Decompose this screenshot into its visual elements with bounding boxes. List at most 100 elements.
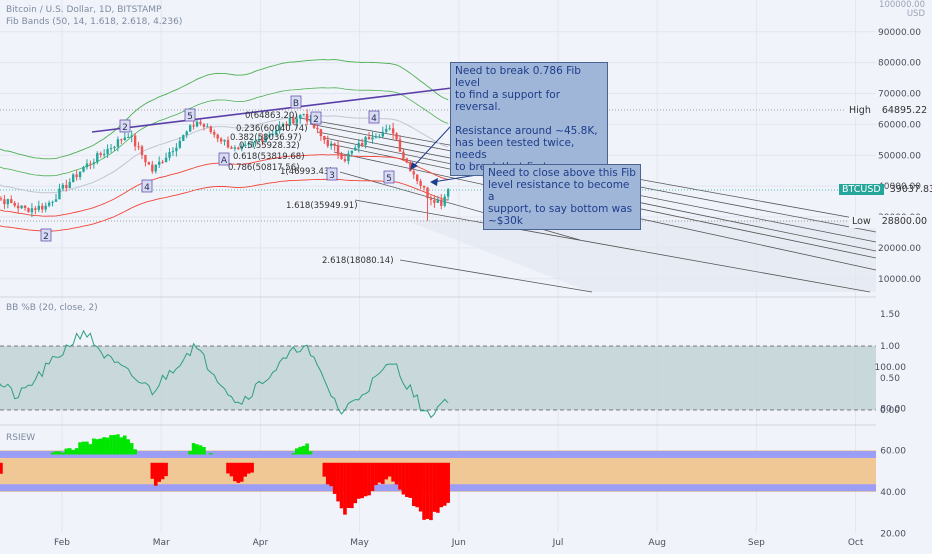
candle-body[interactable] <box>192 125 195 127</box>
candle-body[interactable] <box>164 157 168 163</box>
candle-body[interactable] <box>168 152 171 158</box>
candle-body[interactable] <box>326 140 329 146</box>
candle-body[interactable] <box>330 143 333 146</box>
candle-body[interactable] <box>446 189 450 197</box>
candle-body[interactable] <box>16 205 20 209</box>
candle-body[interactable] <box>206 126 209 128</box>
candle-body[interactable] <box>381 131 384 137</box>
candle-body[interactable] <box>257 139 261 141</box>
candle-body[interactable] <box>292 118 295 124</box>
candle-body[interactable] <box>34 208 37 210</box>
candle-body[interactable] <box>130 135 133 138</box>
candle-body[interactable] <box>264 137 268 142</box>
candle-body[interactable] <box>378 136 381 138</box>
candle-body[interactable] <box>82 167 85 172</box>
candle-body[interactable] <box>188 125 192 132</box>
rsi-pane[interactable] <box>0 434 876 521</box>
candle-body[interactable] <box>288 118 292 126</box>
candle-body[interactable] <box>219 138 223 142</box>
candle-body[interactable] <box>244 144 247 147</box>
candle-body[interactable] <box>6 199 10 205</box>
bb-percent-line[interactable] <box>0 329 449 419</box>
candle-body[interactable] <box>336 145 340 155</box>
candle-body[interactable] <box>161 161 164 163</box>
candle-body[interactable] <box>250 142 254 144</box>
candle-body[interactable] <box>385 128 388 132</box>
candle-body[interactable] <box>195 121 199 127</box>
candle-body[interactable] <box>402 151 405 159</box>
annotation-note-1[interactable]: Need to break 0.786 Fib level to find a … <box>450 62 608 176</box>
candle-body[interactable] <box>78 171 82 178</box>
candle-body[interactable] <box>350 150 354 154</box>
candle-body[interactable] <box>199 121 202 124</box>
annotation-note-2[interactable]: Need to close above this Fib level resis… <box>483 164 641 230</box>
candle-body[interactable] <box>120 139 123 141</box>
candle-body[interactable] <box>398 139 402 152</box>
candle-body[interactable] <box>68 182 71 189</box>
candle-body[interactable] <box>113 146 116 149</box>
candle-body[interactable] <box>213 131 216 135</box>
candle-body[interactable] <box>47 202 51 206</box>
candle-body[interactable] <box>429 198 433 200</box>
candle-body[interactable] <box>323 136 326 141</box>
candle-body[interactable] <box>41 205 44 210</box>
candle-body[interactable] <box>422 185 426 188</box>
candle-body[interactable] <box>151 164 154 172</box>
trend-line[interactable] <box>91 86 461 133</box>
candle-body[interactable] <box>419 181 422 186</box>
candle-body[interactable] <box>65 184 68 189</box>
candle-body[interactable] <box>89 163 92 165</box>
candle-body[interactable] <box>133 135 137 147</box>
candle-body[interactable] <box>436 199 440 203</box>
candle-body[interactable] <box>374 136 378 138</box>
candle-body[interactable] <box>237 147 240 150</box>
candle-body[interactable] <box>357 143 360 148</box>
candle-body[interactable] <box>319 129 323 137</box>
candle-body[interactable] <box>360 143 364 146</box>
candle-body[interactable] <box>58 188 61 200</box>
candle-body[interactable] <box>254 140 257 143</box>
candle-body[interactable] <box>364 137 367 146</box>
candle-body[interactable] <box>247 143 250 145</box>
candle-body[interactable] <box>433 199 436 203</box>
candle-body[interactable] <box>144 155 147 163</box>
candle-body[interactable] <box>44 205 47 210</box>
candle-body[interactable] <box>271 134 274 136</box>
candle-body[interactable] <box>10 199 13 203</box>
candle-body[interactable] <box>354 147 357 151</box>
candle-body[interactable] <box>343 159 347 162</box>
candle-body[interactable] <box>185 131 188 136</box>
candle-body[interactable] <box>0 198 3 200</box>
candle-body[interactable] <box>391 128 395 134</box>
candle-body[interactable] <box>140 146 144 156</box>
candle-body[interactable] <box>30 208 34 213</box>
candle-body[interactable] <box>281 123 285 127</box>
candle-body[interactable] <box>299 114 302 119</box>
bb-pane[interactable] <box>0 329 876 419</box>
candle-body[interactable] <box>171 151 175 153</box>
candle-body[interactable] <box>123 137 126 141</box>
candle-body[interactable] <box>13 202 16 206</box>
candles-layer[interactable] <box>0 109 450 221</box>
candle-body[interactable] <box>347 153 350 162</box>
candle-body[interactable] <box>182 135 185 141</box>
candle-body[interactable] <box>371 137 374 140</box>
candle-body[interactable] <box>137 146 140 148</box>
candle-body[interactable] <box>333 143 336 146</box>
candle-body[interactable] <box>412 171 415 175</box>
candle-body[interactable] <box>405 158 409 163</box>
candle-body[interactable] <box>409 162 412 172</box>
candle-body[interactable] <box>223 139 226 142</box>
candle-body[interactable] <box>61 184 65 189</box>
candle-body[interactable] <box>23 205 27 209</box>
candle-body[interactable] <box>216 134 219 139</box>
candle-body[interactable] <box>443 196 446 206</box>
candle-body[interactable] <box>388 128 391 130</box>
candle-body[interactable] <box>295 118 298 124</box>
candle-body[interactable] <box>75 174 78 178</box>
candle-body[interactable] <box>109 148 113 150</box>
candle-body[interactable] <box>116 139 120 147</box>
candle-body[interactable] <box>302 114 305 116</box>
candle-body[interactable] <box>92 162 96 165</box>
